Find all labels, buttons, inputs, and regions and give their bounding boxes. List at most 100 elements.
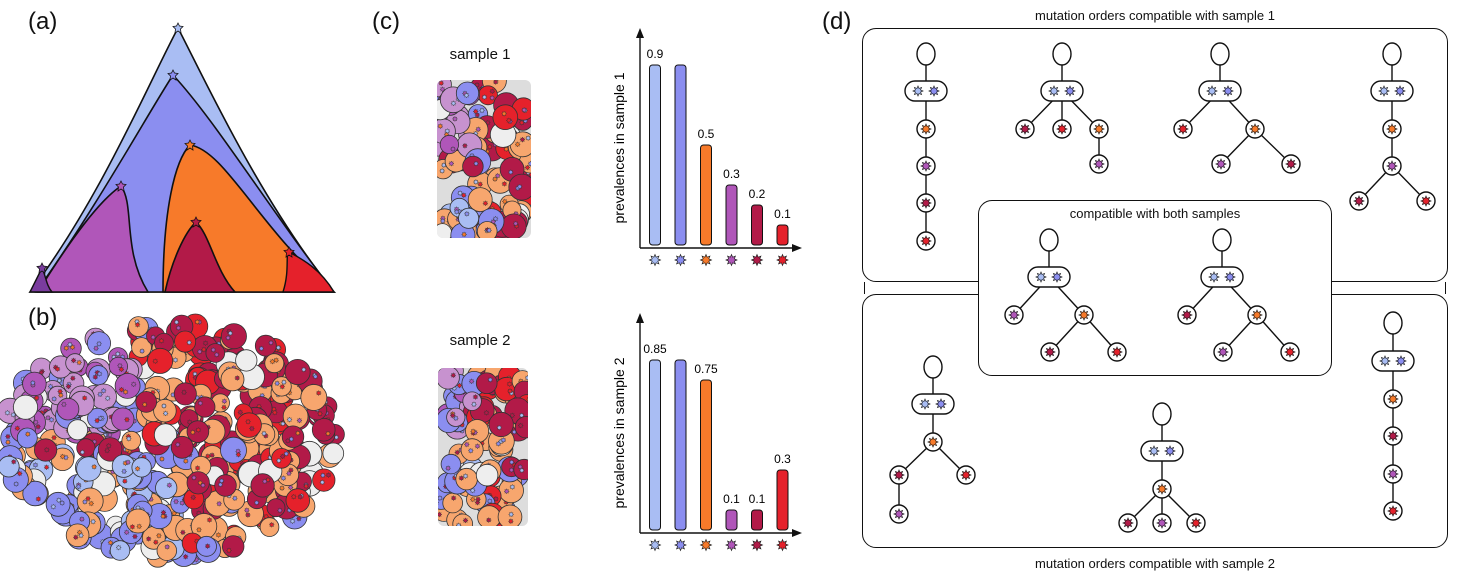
mutation-star-icon [1156,517,1168,529]
cell [221,535,245,558]
cell-mutation-icon [472,393,479,401]
cell-mutation-icon [449,412,456,419]
data-label: 0.75 [694,362,718,376]
panel-label-b: (b) [28,304,58,331]
cell-mutation-icon [189,429,196,436]
cell-mutation-icon [501,180,508,187]
tick-star-icon [750,253,764,267]
cell-mutation-icon [172,498,180,505]
cell [492,104,519,131]
cell-mutation-icon [279,383,286,390]
cell-mutation-icon [16,470,23,477]
cell [155,476,178,500]
cell [67,419,89,441]
cell-mutation-icon [51,395,58,403]
cell-mutation-icon [518,467,525,474]
cell-mutation-icon [489,94,496,101]
cell-mutation-icon [288,436,295,443]
cell-mutation-icon [494,80,502,81]
tick-star-icon [776,253,789,267]
cell-mutation-icon [478,107,486,114]
cell-mutation-icon [172,356,179,364]
cell-mutation-icon [284,437,291,444]
cell-mutation-icon [48,416,55,423]
cell [477,505,501,526]
cell-mutation-icon [44,414,52,421]
y-axis-arrow [636,313,644,323]
cell-mutation-icon [224,334,232,341]
cell-mutation-icon [453,208,460,215]
cell-mutation-icon [182,457,189,465]
tree-pair-node [1370,80,1414,102]
tree-root-node [1052,42,1072,66]
cell [220,323,247,350]
cell-mutation-icon [315,389,322,397]
cell-mutation-icon [449,145,457,153]
cell-mutation-icon [43,464,50,471]
cell-mutation-icon [267,339,275,346]
bar-m5 [751,509,763,531]
cell-mutation-icon [218,477,225,484]
cell-mutation-icon [461,231,468,238]
cell-mutation-icon [279,420,287,427]
cell-mutation-icon [274,380,281,387]
cell-mutation-icon [439,217,446,225]
cell-mutation-icon [220,404,228,411]
cell-mutation-icon [32,419,39,426]
tick-star-icon [699,253,713,267]
tree-root-node [1039,228,1059,252]
cell-mutation-icon [131,533,139,540]
cell-mutation-icon [445,465,452,472]
cell [76,456,102,482]
cell-mutation-icon [114,350,121,358]
mutation-m1-icon [1048,85,1060,97]
cell [439,134,459,155]
both-compatible-box [978,200,1332,376]
bar-m4 [725,184,738,246]
cell-mutation-icon [138,347,146,355]
cell-mutation-icon [155,532,162,539]
bar-m4 [725,509,738,531]
cell-mutation-icon [455,522,462,526]
cell-mutation-icon [261,478,268,485]
cell-mutation-icon [325,472,332,479]
cell-mutation-icon [81,394,88,402]
cell-mutation-icon [213,351,220,358]
mutation-m2-icon [1395,355,1407,367]
cell-mutation-icon [95,340,103,347]
cell-mutation-icon [76,359,83,366]
cell [220,436,247,464]
cell-mutation-icon [55,497,62,504]
clonal-evolution-fishplot [28,22,337,293]
cell-mutation-icon [136,523,143,530]
cell-mutation-icon [34,423,42,430]
cell-mutation-icon [462,472,469,480]
cell-mutation-icon [468,378,475,385]
cell-mutation-icon [525,134,531,142]
cell-mutation-icon [59,499,66,507]
cell-mutation-icon [280,475,287,482]
panel-label-d: (d) [822,8,852,35]
cell [467,187,493,212]
cell-mutation-icon [162,410,169,417]
origin-star-icons [36,22,295,274]
cell-mutation-icon [208,452,216,459]
cell-mutation-icon [90,518,97,525]
data-label: 0.5 [698,127,715,141]
cell-mutation-icon [160,402,168,410]
cell-mutation-icon [216,500,223,507]
cell [282,403,309,430]
cell-mutation-icon [10,458,17,465]
mutation-star-icon [920,123,932,135]
tree-root-node [1212,228,1232,252]
tree-pair-node [904,80,948,102]
bar-m1 [649,64,661,246]
x-axis-arrow [792,529,802,537]
mutation-star-icon [1217,346,1229,358]
cell-mutation-icon [152,358,159,365]
cell-mutation-icon [92,345,100,352]
cell-mutation-icon [503,146,510,153]
cell-mutation-icon [450,100,457,107]
cell [76,487,104,515]
bar-m3 [700,379,712,531]
